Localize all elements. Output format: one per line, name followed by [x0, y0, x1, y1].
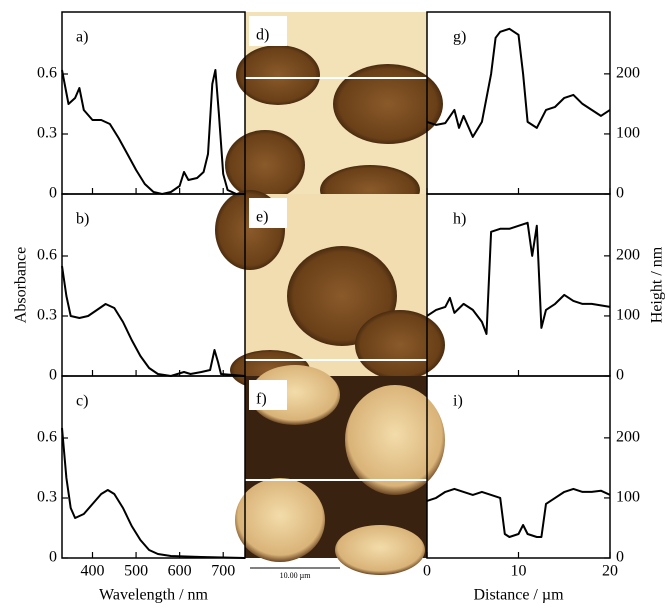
x-axis-title: Wavelength / nm [99, 587, 208, 604]
x-tick-label: 0 [423, 563, 431, 580]
y-axis-title: Height / nm [649, 246, 666, 323]
afm-image-e [215, 190, 445, 390]
panel-label: h) [453, 211, 466, 228]
y-tick-label: 100 [616, 125, 640, 142]
y-tick-label: 0 [49, 549, 57, 566]
panel-label: a) [76, 29, 88, 46]
image-label: f) [256, 391, 267, 408]
label-box [249, 198, 287, 228]
y-tick-label: 200 [616, 65, 640, 82]
panel-label: i) [453, 393, 463, 410]
y-tick-label: 0 [616, 367, 624, 384]
data-line [426, 27, 611, 138]
x-tick-label: 700 [211, 563, 235, 580]
x-tick-label: 10 [511, 563, 527, 580]
y-tick-label: 100 [616, 307, 640, 324]
y-tick-label: 0.3 [37, 307, 57, 324]
panel-label: b) [76, 211, 89, 228]
panel-label: c) [76, 393, 88, 410]
x-tick-label: 400 [81, 563, 105, 580]
image-label: e) [256, 209, 268, 226]
y-tick-label: 0 [49, 367, 57, 384]
y-tick-label: 0.6 [37, 65, 57, 82]
data-line [61, 265, 246, 377]
y-tick-label: 0.3 [37, 125, 57, 142]
data-line [61, 69, 245, 195]
y-tick-label: 100 [616, 489, 640, 506]
y-tick-label: 0.6 [37, 247, 57, 264]
x-tick-label: 500 [124, 563, 148, 580]
afm-image-d [225, 12, 443, 215]
plot-frame [61, 375, 246, 559]
data-line [426, 487, 611, 538]
x-tick-label: 600 [168, 563, 192, 580]
x-tick-label: 20 [602, 563, 618, 580]
y-tick-label: 200 [616, 429, 640, 446]
image-label: d) [256, 27, 269, 44]
y-tick-label: 0 [49, 185, 57, 202]
scale-bar-label: 10.00 µm [280, 571, 312, 580]
label-box [249, 16, 287, 46]
y-tick-label: 0.6 [37, 429, 57, 446]
y-axis-title: Absorbance [13, 247, 30, 323]
y-tick-label: 200 [616, 247, 640, 264]
data-line [61, 427, 246, 559]
x-axis-title: Distance / µm [473, 587, 564, 604]
y-tick-label: 0.3 [37, 489, 57, 506]
y-tick-label: 0 [616, 549, 624, 566]
panel-label: g) [453, 29, 466, 46]
data-line [426, 221, 611, 335]
y-tick-label: 0 [616, 185, 624, 202]
label-box [249, 380, 287, 410]
